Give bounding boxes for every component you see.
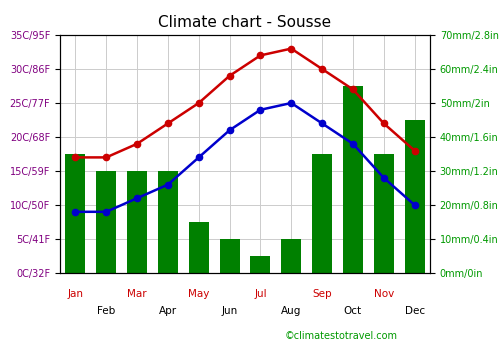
Text: Oct: Oct [344,306,362,316]
Text: Aug: Aug [281,306,301,316]
Title: Climate chart - Sousse: Climate chart - Sousse [158,15,332,30]
Bar [312,154,332,273]
Text: Dec: Dec [404,306,424,316]
Text: Sep: Sep [312,289,332,299]
Bar [158,171,178,273]
Bar [188,222,209,273]
Bar [127,171,147,273]
Text: Jan: Jan [68,289,84,299]
Text: Feb: Feb [97,306,116,316]
Text: Nov: Nov [374,289,394,299]
Text: ©climatestotravel.com: ©climatestotravel.com [285,331,398,341]
Text: May: May [188,289,210,299]
Bar [220,239,240,273]
Bar [250,256,270,273]
Bar [404,120,424,273]
Bar [343,86,363,273]
Text: Jun: Jun [222,306,238,316]
Text: Apr: Apr [159,306,177,316]
Bar [281,239,301,273]
Text: Mar: Mar [128,289,147,299]
Text: Jul: Jul [254,289,266,299]
Bar [96,171,116,273]
Bar [374,154,394,273]
Bar [66,154,86,273]
